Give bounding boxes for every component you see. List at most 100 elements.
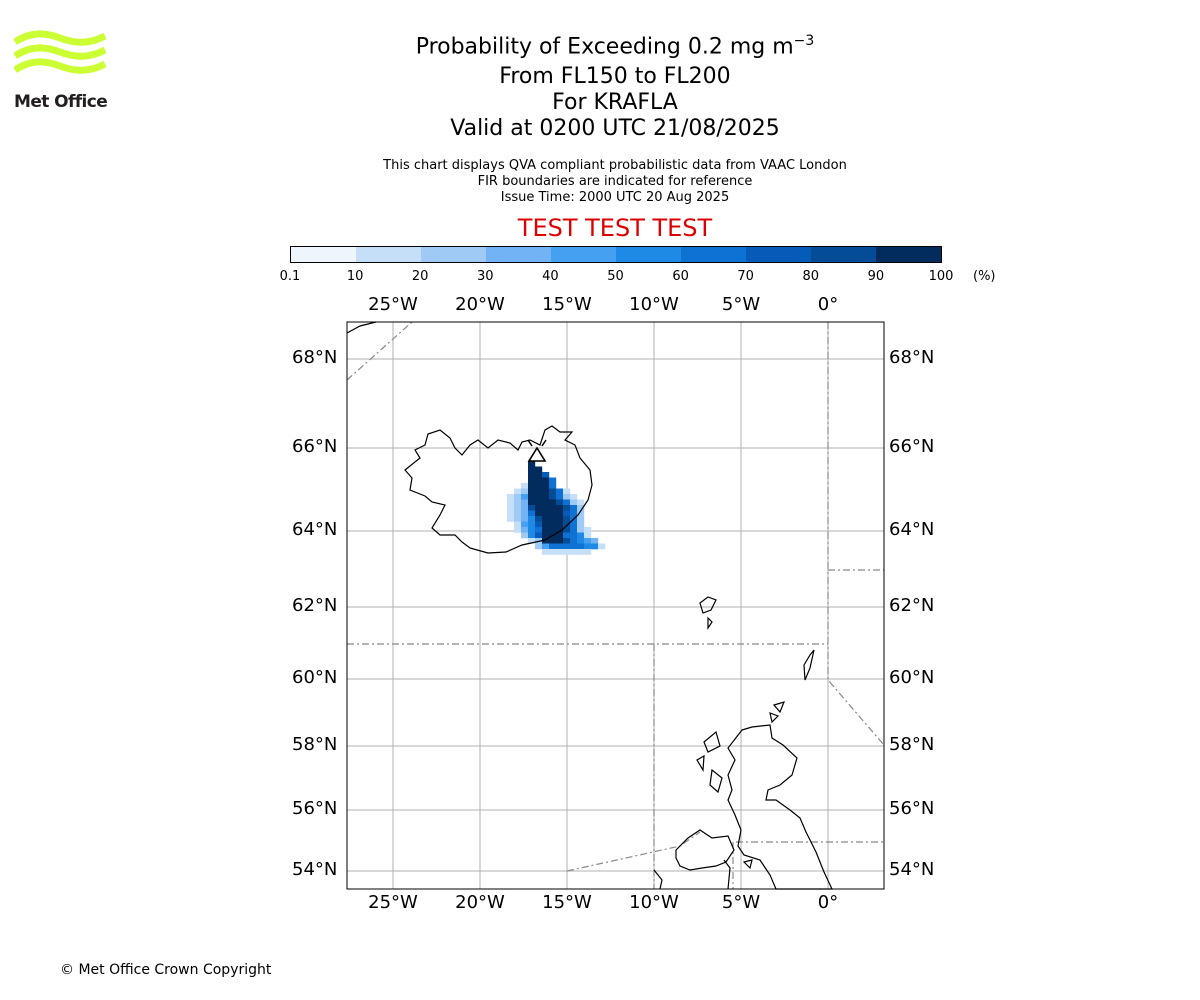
coastlines bbox=[346, 321, 833, 890]
ash-cell bbox=[514, 505, 522, 511]
graticule bbox=[347, 322, 884, 889]
ash-cell bbox=[528, 538, 536, 544]
ash-cell bbox=[549, 521, 557, 528]
ash-cell bbox=[514, 488, 522, 495]
ash-cell bbox=[535, 510, 543, 517]
ash-cell bbox=[570, 510, 578, 517]
ash-cell bbox=[584, 527, 592, 533]
colorbar-tick: 70 bbox=[737, 269, 754, 284]
ash-cell bbox=[570, 499, 578, 506]
lat-label-right: 66°N bbox=[889, 436, 935, 457]
ash-cell bbox=[598, 543, 606, 550]
ash-cell bbox=[535, 477, 543, 484]
ash-cell bbox=[563, 532, 571, 539]
ash-cell bbox=[577, 521, 585, 528]
ash-cell bbox=[570, 494, 578, 500]
lon-label-top: 15°W bbox=[542, 294, 592, 315]
ash-cell bbox=[542, 472, 550, 478]
ash-cell bbox=[542, 510, 550, 517]
lat-label-right: 64°N bbox=[889, 519, 935, 540]
ash-cell bbox=[521, 505, 529, 511]
ash-cell bbox=[521, 521, 529, 528]
ash-cell bbox=[556, 521, 564, 528]
ash-cell bbox=[507, 516, 515, 522]
ash-cell bbox=[556, 516, 564, 522]
ash-cell bbox=[535, 521, 543, 528]
ash-cell bbox=[535, 516, 543, 522]
colorbar-tick: 60 bbox=[672, 269, 689, 284]
title-exponent: −3 bbox=[793, 33, 815, 49]
ash-cell bbox=[556, 549, 564, 555]
ash-cell bbox=[542, 483, 550, 489]
ash-cell bbox=[556, 510, 564, 517]
lat-label-right: 56°N bbox=[889, 798, 935, 819]
ash-cell bbox=[528, 461, 536, 467]
ash-cell bbox=[521, 527, 529, 533]
lat-label-left: 68°N bbox=[292, 347, 338, 368]
colorbar-tick: 40 bbox=[542, 269, 559, 284]
colorbar-tick: 20 bbox=[411, 269, 429, 284]
ash-cell bbox=[563, 538, 571, 544]
colorbar-segment bbox=[291, 247, 356, 262]
ash-cell bbox=[591, 538, 599, 544]
ireland-coast bbox=[675, 829, 735, 871]
colorbar-segment bbox=[746, 247, 811, 262]
scotland-coast bbox=[727, 724, 833, 890]
lon-label-bottom: 20°W bbox=[455, 892, 505, 913]
ash-cell bbox=[542, 477, 550, 484]
ash-cell bbox=[556, 505, 564, 511]
ash-cell bbox=[584, 538, 592, 544]
ash-cell bbox=[577, 538, 585, 544]
lat-label-left: 56°N bbox=[292, 798, 338, 819]
ash-cell bbox=[507, 494, 515, 500]
ash-cell bbox=[570, 505, 578, 511]
ash-cell bbox=[521, 532, 529, 539]
map-frame bbox=[346, 321, 885, 890]
ash-cell bbox=[514, 516, 522, 522]
ash-cell bbox=[542, 516, 550, 522]
colorbar-tick: 0.1 bbox=[279, 269, 301, 284]
lon-label-top: 25°W bbox=[368, 294, 418, 315]
issue-time: Issue Time: 2000 UTC 20 Aug 2025 bbox=[500, 190, 730, 205]
ash-cell bbox=[563, 510, 571, 517]
ash-cell bbox=[570, 527, 578, 533]
ash-cell bbox=[528, 472, 536, 478]
ash-cell bbox=[577, 532, 585, 539]
ash-cell bbox=[556, 532, 564, 539]
ash-cell bbox=[535, 494, 543, 500]
lat-label-right: 58°N bbox=[889, 734, 935, 755]
colorbar-segment bbox=[681, 247, 746, 262]
met-office-logo bbox=[14, 30, 106, 74]
ash-cell bbox=[563, 488, 571, 495]
lat-label-left: 60°N bbox=[292, 667, 338, 688]
ash-cell bbox=[591, 543, 599, 550]
ash-cell bbox=[563, 505, 571, 511]
colorbar-unit: (%) bbox=[973, 269, 996, 284]
ash-cell bbox=[563, 516, 571, 522]
ash-cell bbox=[549, 483, 557, 489]
colorbar-segment bbox=[356, 247, 421, 262]
ash-cell bbox=[514, 499, 522, 506]
ash-cell bbox=[549, 516, 557, 522]
ash-cell bbox=[584, 549, 592, 555]
colorbar-tick: 10 bbox=[346, 269, 364, 284]
ash-cell bbox=[549, 505, 557, 511]
ash-cell bbox=[577, 510, 585, 517]
lat-label-left: 62°N bbox=[292, 595, 338, 616]
ash-cell bbox=[542, 549, 550, 555]
ash-cell bbox=[563, 527, 571, 533]
ash-cell bbox=[570, 538, 578, 544]
ash-cell bbox=[535, 483, 543, 489]
lat-label-left: 66°N bbox=[292, 436, 338, 457]
ash-cell bbox=[535, 527, 543, 533]
ash-cell bbox=[528, 466, 536, 473]
lon-label-bottom: 10°W bbox=[629, 892, 679, 913]
probability-colorbar bbox=[290, 246, 942, 263]
ash-cell bbox=[542, 532, 550, 539]
flight-level-range: From FL150 to FL200 bbox=[499, 64, 731, 89]
ash-cell bbox=[521, 494, 529, 500]
ash-cell bbox=[507, 510, 515, 517]
ash-cell bbox=[535, 543, 543, 550]
ash-cell bbox=[542, 499, 550, 506]
